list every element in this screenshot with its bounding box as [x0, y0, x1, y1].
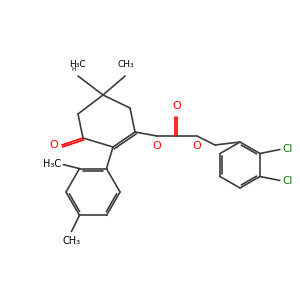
- Text: O: O: [153, 141, 161, 151]
- Text: Cl: Cl: [282, 145, 292, 154]
- Text: O: O: [50, 140, 58, 150]
- Text: CH₃: CH₃: [118, 60, 134, 69]
- Text: H₃C: H₃C: [44, 159, 62, 169]
- Text: O: O: [193, 141, 201, 151]
- Text: H: H: [72, 66, 76, 72]
- Text: CH₃: CH₃: [62, 236, 81, 246]
- Text: H₃C: H₃C: [69, 60, 85, 69]
- Text: Cl: Cl: [282, 176, 292, 185]
- Text: O: O: [172, 101, 182, 111]
